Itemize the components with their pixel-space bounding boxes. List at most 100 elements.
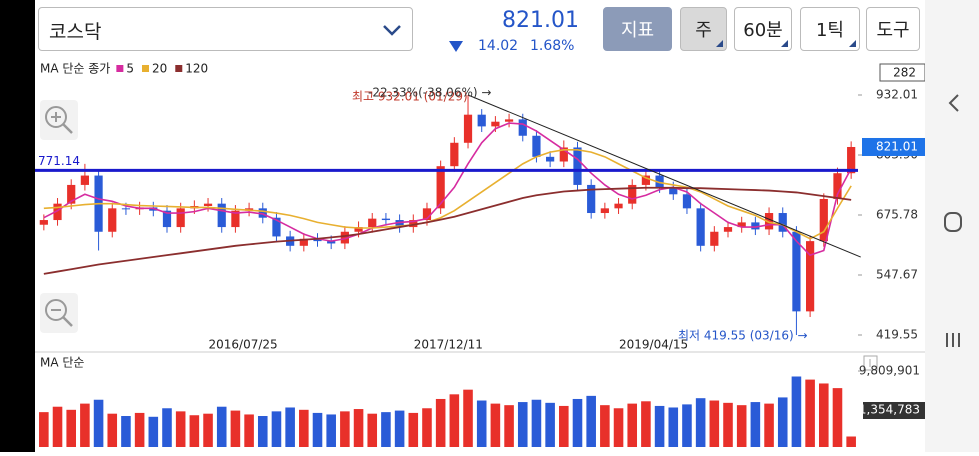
volume-bar — [764, 403, 774, 447]
candle-body — [217, 203, 226, 228]
volume-bar — [148, 416, 159, 447]
tick-button[interactable]: 1틱 — [800, 7, 860, 51]
period-count-box — [879, 63, 925, 82]
volume-bar — [750, 402, 761, 447]
volume-bar — [162, 408, 172, 447]
volume-bar — [613, 408, 624, 447]
volume-bar — [381, 412, 391, 447]
volume-bar — [641, 401, 651, 447]
volume-bar — [668, 407, 679, 447]
volume-bar — [654, 405, 665, 447]
candle-body — [641, 175, 651, 185]
volume-bar — [791, 376, 802, 447]
volume-bar — [572, 398, 583, 447]
volume-bar — [175, 411, 186, 447]
volume-label: 1,354,783 — [859, 403, 920, 417]
legend-label: 120 — [185, 62, 208, 76]
y-tick-label: 419.55 — [876, 327, 918, 341]
legend-swatch — [116, 65, 124, 72]
y-tick-label: 932.01 — [876, 88, 918, 102]
candle-body — [764, 213, 774, 230]
last-price-label: 821.01 — [876, 139, 918, 153]
volume-title: MA 단순 — [40, 356, 84, 370]
candle-body — [67, 184, 76, 204]
candle-body — [833, 173, 842, 199]
volume-label-box — [863, 402, 925, 419]
candle-body — [231, 210, 240, 228]
scroll-icon[interactable] — [863, 355, 878, 371]
candle-body — [723, 227, 733, 232]
volume-bar — [299, 409, 309, 447]
candle-body — [751, 222, 760, 230]
candle-body — [203, 203, 213, 206]
volume-bar — [490, 403, 501, 447]
market-select[interactable]: 코스닥 — [38, 7, 413, 51]
volume-bar — [517, 402, 528, 447]
ma-line — [43, 122, 852, 257]
volume-bar — [230, 410, 241, 447]
recent-button[interactable] — [946, 333, 960, 347]
tools-button[interactable]: 도구 — [866, 7, 920, 51]
volume-bar — [476, 400, 487, 447]
volume-bar — [134, 412, 145, 447]
market-name: 코스닥 — [49, 21, 102, 43]
dropdown-arrow — [383, 25, 401, 36]
period-button[interactable]: 주 — [680, 7, 727, 51]
volume-bar — [531, 399, 542, 447]
candle-body — [546, 156, 555, 162]
candle-body — [600, 208, 609, 214]
candle-body — [327, 241, 336, 244]
volume-bar — [244, 414, 254, 447]
trendline — [467, 94, 861, 258]
indicator-button[interactable]: 지표 — [603, 7, 672, 51]
candle-body — [299, 238, 308, 246]
candle-body — [53, 203, 62, 221]
candle-body — [792, 231, 801, 312]
candle-body — [518, 119, 527, 136]
ma-line — [43, 149, 852, 240]
zoom-out[interactable] — [40, 293, 78, 333]
price: 821.01 — [502, 8, 579, 33]
candle-body — [587, 184, 596, 214]
low-annotation: 최저 419.55 (03/16) → — [678, 329, 808, 343]
candle-body — [532, 135, 541, 157]
zoom-in[interactable] — [40, 100, 78, 140]
volume-bar — [586, 395, 596, 447]
x-tick-label: 2017/12/11 — [414, 338, 483, 352]
price-change: 14.02 — [478, 38, 519, 54]
candle-body — [450, 142, 459, 167]
y-tick-label: 547.67 — [876, 267, 918, 281]
volume-bar — [695, 398, 706, 447]
home-button[interactable] — [944, 212, 962, 232]
candle-body — [272, 217, 281, 237]
volume-bar — [435, 398, 446, 447]
volume-bar — [545, 402, 555, 447]
candle-body — [463, 114, 473, 143]
candle-body — [162, 210, 172, 228]
volume-bar — [819, 383, 829, 447]
volume-bar — [736, 405, 747, 447]
candle-body — [477, 114, 486, 127]
candle-body — [176, 208, 185, 228]
ma-line — [43, 186, 852, 275]
candle-body — [381, 218, 391, 221]
candle-body — [395, 220, 404, 228]
candle-body — [39, 220, 48, 225]
legend-title: MA 단순 종가 — [40, 62, 110, 76]
volume-bar — [285, 407, 295, 447]
candle-body — [258, 208, 267, 218]
candle-body — [669, 187, 678, 195]
interval-button[interactable]: 60분 — [734, 7, 792, 51]
candle-body — [628, 184, 637, 204]
back-button[interactable] — [948, 94, 959, 112]
volume-bar — [846, 436, 856, 447]
candle-body — [313, 238, 322, 242]
volume-bar — [709, 400, 720, 447]
volume-bar — [682, 404, 692, 447]
y-tick-label: 9,809,901 — [859, 364, 920, 378]
candle-body — [504, 119, 514, 122]
candle-body — [491, 121, 500, 127]
volume-bar — [832, 388, 843, 447]
high-annotation: 최고 932.01 (01/29) — [352, 90, 468, 104]
